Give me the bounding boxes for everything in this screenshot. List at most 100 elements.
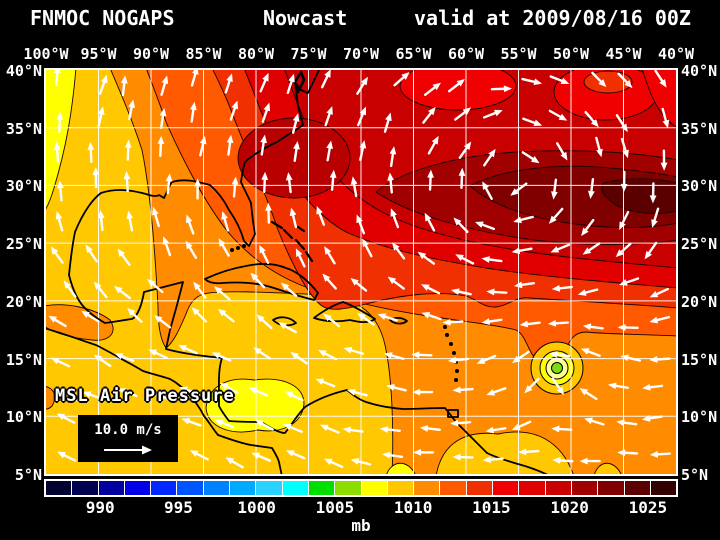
island-dot (445, 333, 449, 337)
wind-arrow (642, 383, 664, 391)
wind-arrow (148, 349, 168, 359)
colorbar-segment (571, 481, 598, 495)
wind-arrow (127, 307, 143, 323)
wind-arrow (513, 215, 534, 224)
wind-arrow (384, 352, 405, 360)
wind-arrow (649, 287, 669, 298)
wind-scale-arrow-icon (104, 445, 152, 455)
wind-arrow (547, 319, 570, 327)
wind-arrow (56, 111, 64, 133)
lat-label: 25°N (5, 235, 42, 254)
wind-arrow (160, 75, 169, 96)
wind-arrow (447, 78, 466, 93)
wind-arrow (579, 457, 601, 465)
lat-label: 20°N (681, 292, 718, 311)
wind-arrow (199, 135, 207, 157)
wind-arrow (392, 242, 406, 260)
wind-arrow (356, 76, 368, 95)
wind-arrow (483, 148, 496, 167)
lat-label: 40°N (5, 62, 42, 80)
wind-arrow (551, 377, 565, 396)
wind-arrow (81, 310, 100, 323)
wind-arrow (485, 426, 507, 434)
wind-arrow (98, 74, 108, 95)
lat-label: 10°N (681, 408, 718, 427)
wind-arrow (387, 276, 405, 290)
wind-arrow (159, 107, 167, 129)
wind-arrow (152, 392, 172, 402)
colorbar-tick: 1025 (628, 498, 668, 517)
wind-arrow (451, 288, 472, 296)
wind-arrow (458, 167, 466, 189)
wind-arrow (550, 243, 571, 253)
wind-arrow (226, 134, 234, 156)
colorbar-segment (151, 481, 177, 495)
wind-arrow (452, 453, 474, 461)
wind-arrow (162, 236, 172, 257)
pressure-colorbar (44, 479, 678, 497)
field-label: MSL Air Pressure (55, 386, 235, 406)
wind-arrow (521, 151, 540, 164)
wind-arrow (214, 286, 231, 301)
wind-arrow (389, 146, 397, 168)
wind-arrow (97, 210, 105, 232)
wind-arrow (512, 350, 530, 364)
lat-label: 15°N (681, 350, 718, 369)
wind-arrow (57, 451, 77, 462)
wind-arrow (419, 425, 441, 432)
island-dot (454, 378, 458, 382)
wind-arrow (289, 207, 298, 229)
lat-label: 5°N (14, 465, 42, 484)
lon-label: 70°W (342, 45, 380, 63)
wind-arrow (486, 288, 508, 296)
wind-arrow (190, 101, 197, 123)
colorbar-segment (72, 481, 98, 495)
wind-arrow (556, 142, 568, 161)
wind-arrow (579, 388, 598, 401)
wind-arrow (179, 386, 200, 396)
wind-arrow (617, 324, 639, 331)
wind-arrow (654, 70, 667, 88)
wind-arrow (126, 210, 134, 232)
wind-arrow (619, 277, 640, 286)
colorbar-segment (361, 481, 387, 495)
wind-arrow (514, 281, 536, 289)
wind-arrow (251, 452, 271, 462)
island-dot (242, 244, 246, 248)
wind-arrow (548, 207, 564, 224)
wind-arrow (651, 207, 660, 228)
wind-arrow (324, 106, 333, 127)
wind-arrow (519, 320, 541, 328)
wind-arrow (442, 318, 464, 326)
lon-label: 80°W (237, 45, 275, 63)
wind-arrow (450, 419, 472, 427)
wind-arrow (486, 387, 507, 396)
wind-arrow (85, 244, 98, 263)
wind-arrow (211, 352, 232, 362)
wind-arrow (87, 141, 95, 163)
colorbar-segment (335, 481, 361, 495)
wind-arrow (595, 136, 603, 158)
wind-arrow (413, 448, 435, 456)
wind-arrow (588, 177, 595, 200)
colorbar-tick: 1020 (550, 498, 589, 517)
wind-arrow (382, 451, 404, 459)
wind-arrows (48, 70, 671, 469)
wind-arrow (57, 180, 64, 202)
wind-arrow (326, 140, 334, 162)
wind-arrow (424, 212, 436, 232)
wind-arrow (293, 141, 300, 163)
wind-arrow (342, 426, 364, 434)
wind-arrow (185, 240, 198, 259)
wind-arrow (347, 388, 368, 397)
wind-arrow (291, 113, 300, 134)
wind-arrow (152, 206, 160, 228)
wind-arrow (59, 389, 78, 402)
wind-arrow (387, 172, 395, 194)
wind-arrow (260, 134, 267, 156)
wind-arrow (259, 72, 269, 93)
colorbar-segment (440, 481, 466, 495)
wind-arrow (649, 450, 671, 458)
wind-arrow (318, 349, 338, 361)
